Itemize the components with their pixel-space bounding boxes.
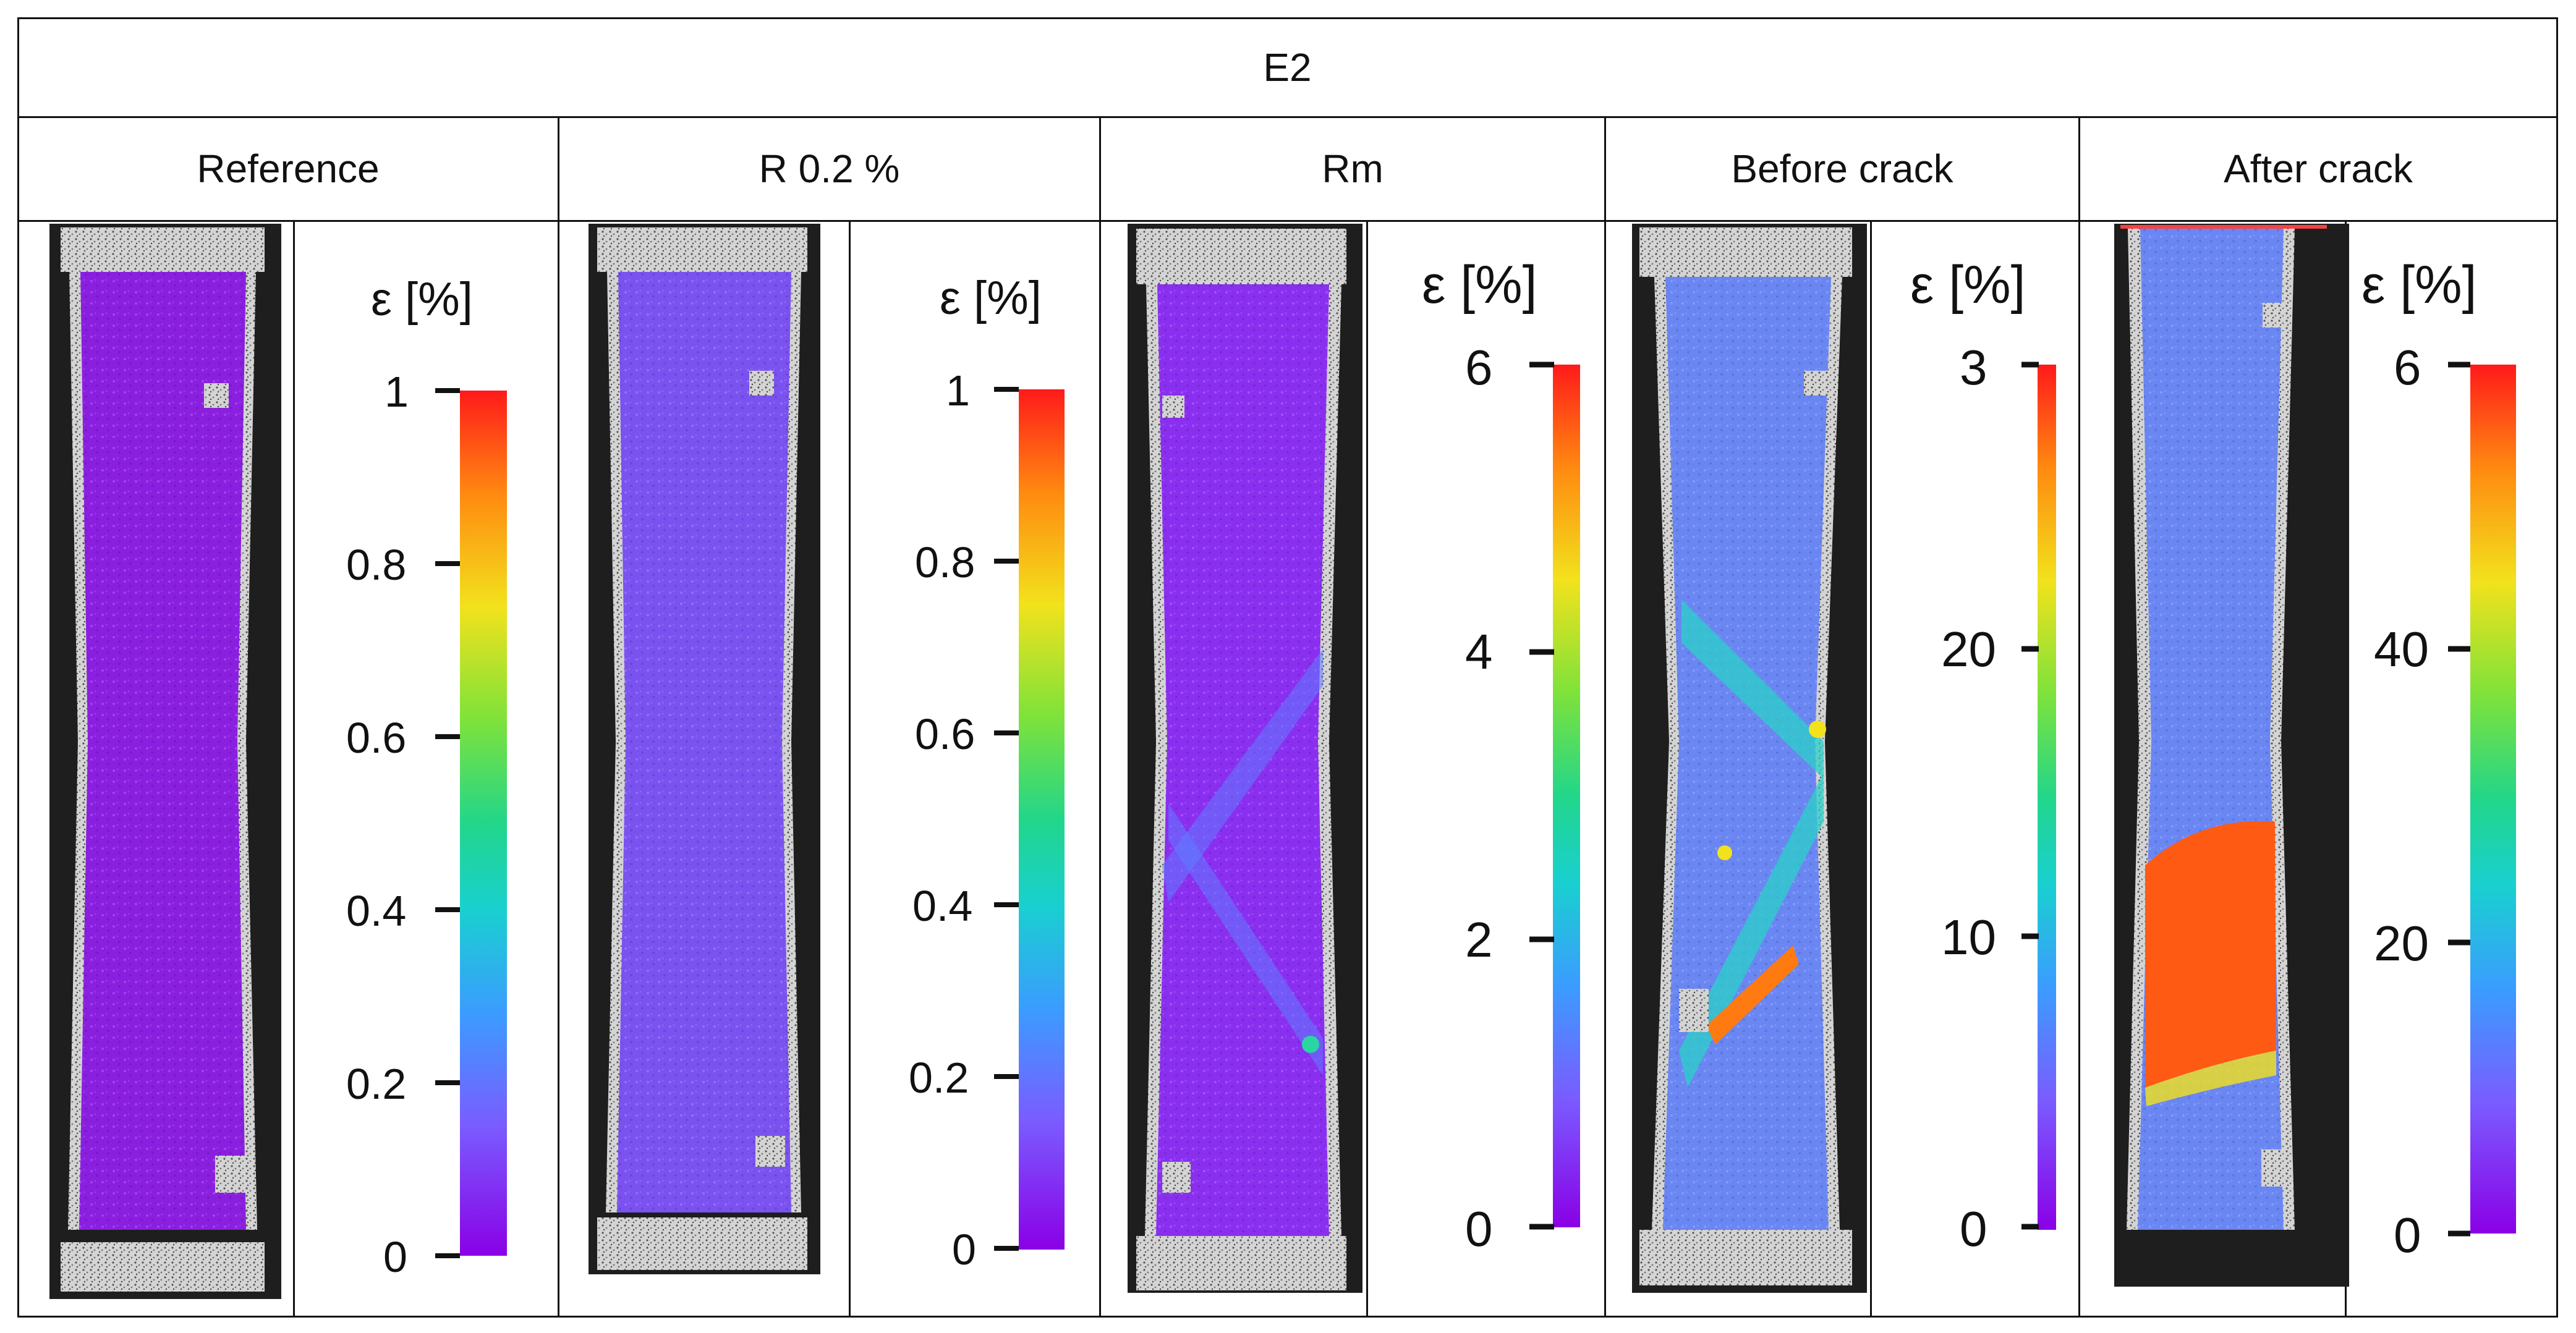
column-header-reference: Reference bbox=[197, 146, 380, 191]
colorbar-5-tick: 40 bbox=[2374, 622, 2429, 677]
table-left-border bbox=[17, 17, 19, 1318]
specimen-rm bbox=[1128, 224, 1362, 1293]
colorbar-3 bbox=[1529, 362, 1580, 1230]
colorbar-3-tick: 2 bbox=[1465, 912, 1493, 967]
colorbar-2-tick: 0.4 bbox=[912, 882, 972, 930]
colorbar-2-tick: 0.8 bbox=[915, 538, 975, 586]
column-header-after-crack: After crack bbox=[2224, 146, 2413, 191]
table-title: E2 bbox=[1263, 45, 1312, 90]
colorbar-4-tick: 3 bbox=[1960, 340, 1987, 395]
colorbar-2-label: ε [%] bbox=[940, 272, 1042, 324]
table-top-border bbox=[17, 17, 2558, 19]
colorbar-1-tick: 0.4 bbox=[346, 887, 406, 935]
colorbar-1-tick: 0 bbox=[383, 1233, 407, 1281]
specimen-r02 bbox=[589, 224, 820, 1274]
colorbar-3-tick: 4 bbox=[1465, 624, 1493, 679]
specimen-before-crack bbox=[1632, 224, 1867, 1293]
colorbar-1-tick: 1 bbox=[385, 368, 409, 416]
specimen-after-crack bbox=[2114, 224, 2349, 1287]
column-header-r02: R 0.2 % bbox=[759, 146, 900, 191]
header-row-divider bbox=[17, 220, 2558, 222]
colorbar-1-tick: 0.8 bbox=[346, 541, 406, 589]
colorbar-5-tick: 20 bbox=[2374, 916, 2429, 971]
inner-divider-2 bbox=[849, 220, 851, 1318]
column-divider-1 bbox=[558, 116, 559, 1318]
colorbar-5-tick: 6 bbox=[2394, 340, 2421, 395]
table-bottom-border bbox=[17, 1316, 2558, 1318]
colorbar-2-tick: 0.2 bbox=[909, 1054, 969, 1102]
inner-divider-1 bbox=[293, 220, 295, 1318]
column-divider-2 bbox=[1099, 116, 1101, 1318]
column-divider-3 bbox=[1604, 116, 1606, 1318]
column-header-rm: Rm bbox=[1322, 146, 1384, 191]
colorbar-3-label: ε [%] bbox=[1422, 255, 1537, 315]
colorbar-4-label: ε [%] bbox=[1910, 255, 2026, 315]
colorbar-4-tick: 0 bbox=[1960, 1201, 1987, 1256]
colorbar-1 bbox=[435, 388, 507, 1258]
colorbar-4-tick: 10 bbox=[1941, 910, 1996, 965]
colorbar-3-tick: 6 bbox=[1465, 340, 1493, 395]
colorbar-1-tick: 0.6 bbox=[346, 714, 406, 762]
colorbar-4 bbox=[2021, 362, 2056, 1230]
colorbar-2-tick: 0 bbox=[952, 1225, 976, 1274]
column-header-before-crack: Before crack bbox=[1731, 146, 1953, 191]
title-row-divider bbox=[17, 116, 2558, 118]
colorbar-5 bbox=[2448, 362, 2516, 1237]
colorbar-2-tick: 0.6 bbox=[915, 710, 975, 758]
colorbar-3-tick: 0 bbox=[1465, 1201, 1493, 1256]
column-divider-4 bbox=[2078, 116, 2080, 1318]
inner-divider-3 bbox=[1366, 220, 1368, 1318]
table-right-border bbox=[2556, 17, 2558, 1318]
colorbar-1-label: ε [%] bbox=[371, 273, 473, 326]
colorbar-1-tick: 0.2 bbox=[346, 1060, 406, 1108]
colorbar-4-tick: 20 bbox=[1941, 622, 1996, 677]
inner-divider-4 bbox=[1870, 220, 1872, 1318]
colorbar-5-tick: 0 bbox=[2394, 1208, 2421, 1263]
specimen-reference bbox=[49, 224, 281, 1299]
colorbar-2 bbox=[994, 387, 1065, 1251]
colorbar-2-tick: 1 bbox=[946, 366, 970, 415]
colorbar-5-label: ε [%] bbox=[2361, 255, 2477, 315]
